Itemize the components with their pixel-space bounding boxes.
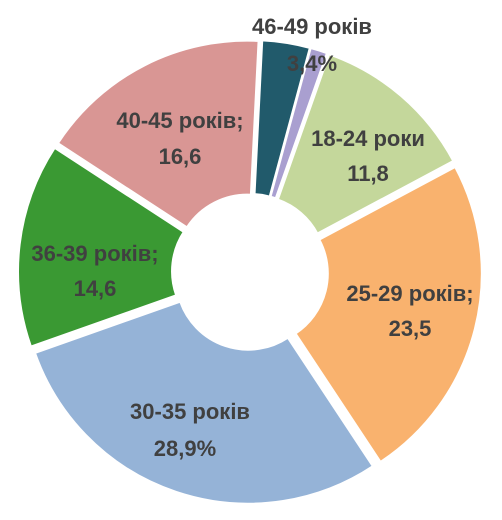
slice [294,165,483,464]
slice [276,53,455,235]
value-label: 11,8 [347,161,389,186]
slice-label: 40-45 років; [116,108,243,133]
slice [269,46,329,200]
slice-label: 25-29 років; [346,281,473,306]
slice-label: 46-49 років [252,14,372,39]
value-label: 16,6 [159,144,202,169]
slice-label: 30-35 років [130,399,250,424]
slice [33,300,375,505]
slice-label: 36-39 років; [31,241,158,266]
slice [56,39,260,229]
value-label: 3,4% [287,51,337,76]
value-label: 14,6 [74,276,117,301]
slice-label: 18-24 роки [311,126,425,151]
value-label: 23,5 [389,316,432,341]
slice [17,146,186,348]
value-label: 28,9% [154,436,216,461]
